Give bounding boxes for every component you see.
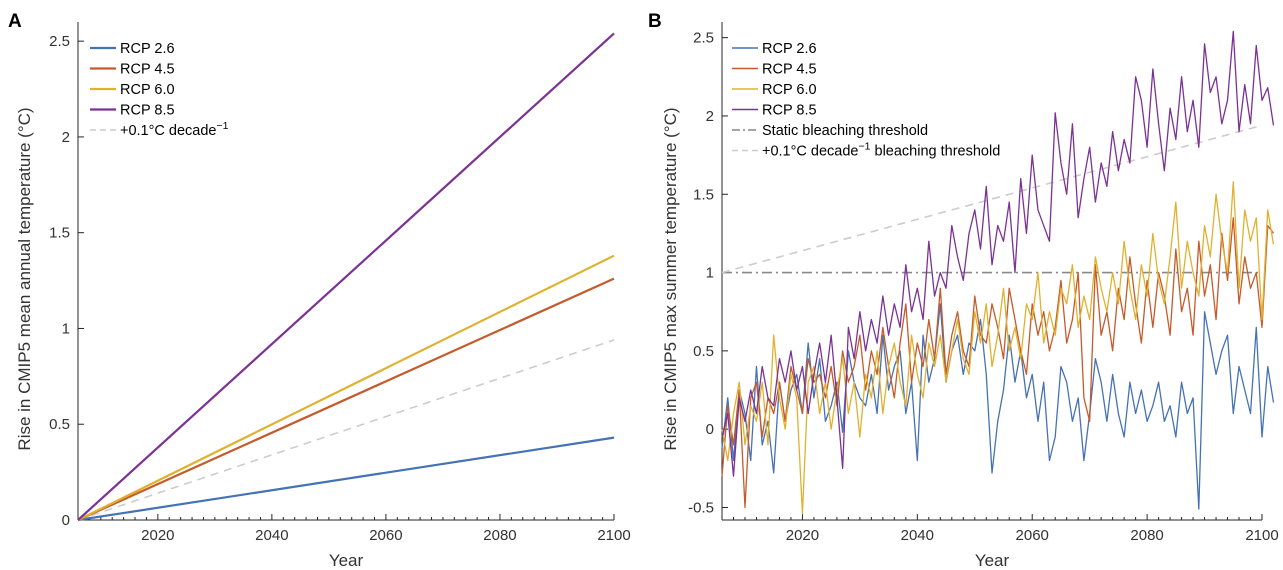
x-tick-label: 2040 xyxy=(901,527,934,544)
x-tick-label: 2020 xyxy=(141,527,174,544)
y-tick-label: 1.5 xyxy=(49,225,70,242)
x-tick-label: 2060 xyxy=(369,527,402,544)
series-line-rcp-8-5 xyxy=(721,30,1275,477)
legend: RCP 2.6 RCP 4.5 RCP 6.0 RCP 8.5+0.1°C decad… xyxy=(90,41,229,139)
legend-entry: +0.1°C decade−1 xyxy=(120,120,229,139)
legend-entry: RCP 6.0 xyxy=(762,82,817,98)
series-line-rcp-2-6 xyxy=(721,303,1275,510)
legend-entry: RCP 2.6 xyxy=(762,41,817,57)
x-axis-label: Year xyxy=(329,551,364,570)
y-tick-label: 0 xyxy=(706,421,714,438)
series-line-rcp-6-0 xyxy=(721,181,1275,515)
legend-entry: RCP 4.5 xyxy=(762,62,817,78)
y-tick-label: 1 xyxy=(706,265,714,282)
x-tick-label: 2080 xyxy=(1130,527,1163,544)
y-tick-label: 0.5 xyxy=(693,343,714,360)
legend-entry: RCP 2.6 xyxy=(120,41,175,57)
series-line-rcp-6-0 xyxy=(77,254,615,521)
y-tick-label: 1 xyxy=(62,320,70,337)
y-axis-label: Rise in CMIP5 max summer temperature (°C… xyxy=(661,107,680,450)
y-tick-label: -0.5 xyxy=(688,499,714,516)
legend-entry: RCP 8.5 xyxy=(120,103,175,119)
x-tick-label: 2040 xyxy=(255,527,288,544)
y-tick-label: 1.5 xyxy=(693,186,714,203)
legend-entry: RCP 8.5 xyxy=(762,103,817,119)
x-axis-label: Year xyxy=(975,551,1010,570)
legend-entry: +0.1°C decade−1 bleaching threshold xyxy=(762,141,1000,160)
panel-letter: B xyxy=(648,11,662,32)
y-tick-label: 2.5 xyxy=(693,30,714,47)
legend: RCP 2.6 RCP 4.5 RCP 6.0 RCP 8.5 Static bleac… xyxy=(732,41,1000,160)
x-tick-label: 2100 xyxy=(1245,527,1278,544)
y-tick-label: 0.5 xyxy=(49,416,70,433)
panel-a: A 2020 2040 2060 2080 2100 0 0.5 1 1.5 2 2.5 Year Ris… xyxy=(8,11,631,570)
series-line-rcp-8-5 xyxy=(77,32,615,521)
series-line-rcp-2-6 xyxy=(77,436,615,522)
panel-b: B 2020 2040 2060 2080 2100 -0.5 0 0.5 1 1.5 2 2.5 Yea… xyxy=(648,11,1279,570)
x-tick-label: 2100 xyxy=(597,527,630,544)
series-line-0-1-c-decade xyxy=(721,124,1263,274)
x-tick-label: 2080 xyxy=(483,527,516,544)
y-tick-label: 0 xyxy=(62,512,70,529)
x-tick-label: 2020 xyxy=(786,527,819,544)
series-line-rcp-4-5 xyxy=(721,217,1275,509)
legend-entry: RCP 6.0 xyxy=(120,82,175,98)
panel-letter: A xyxy=(8,11,22,32)
y-tick-label: 2.5 xyxy=(49,33,70,50)
y-axis-label: Rise in CMIP5 mean annual temperature (°… xyxy=(15,107,34,450)
legend-entry: Static bleaching threshold xyxy=(762,123,928,139)
y-tick-label: 2 xyxy=(62,129,70,146)
y-tick-label: 2 xyxy=(706,108,714,125)
series-line-rcp-4-5 xyxy=(77,277,615,522)
series-line-0-1-c-decade xyxy=(77,339,615,521)
x-tick-label: 2060 xyxy=(1016,527,1049,544)
legend-entry: RCP 4.5 xyxy=(120,62,175,78)
